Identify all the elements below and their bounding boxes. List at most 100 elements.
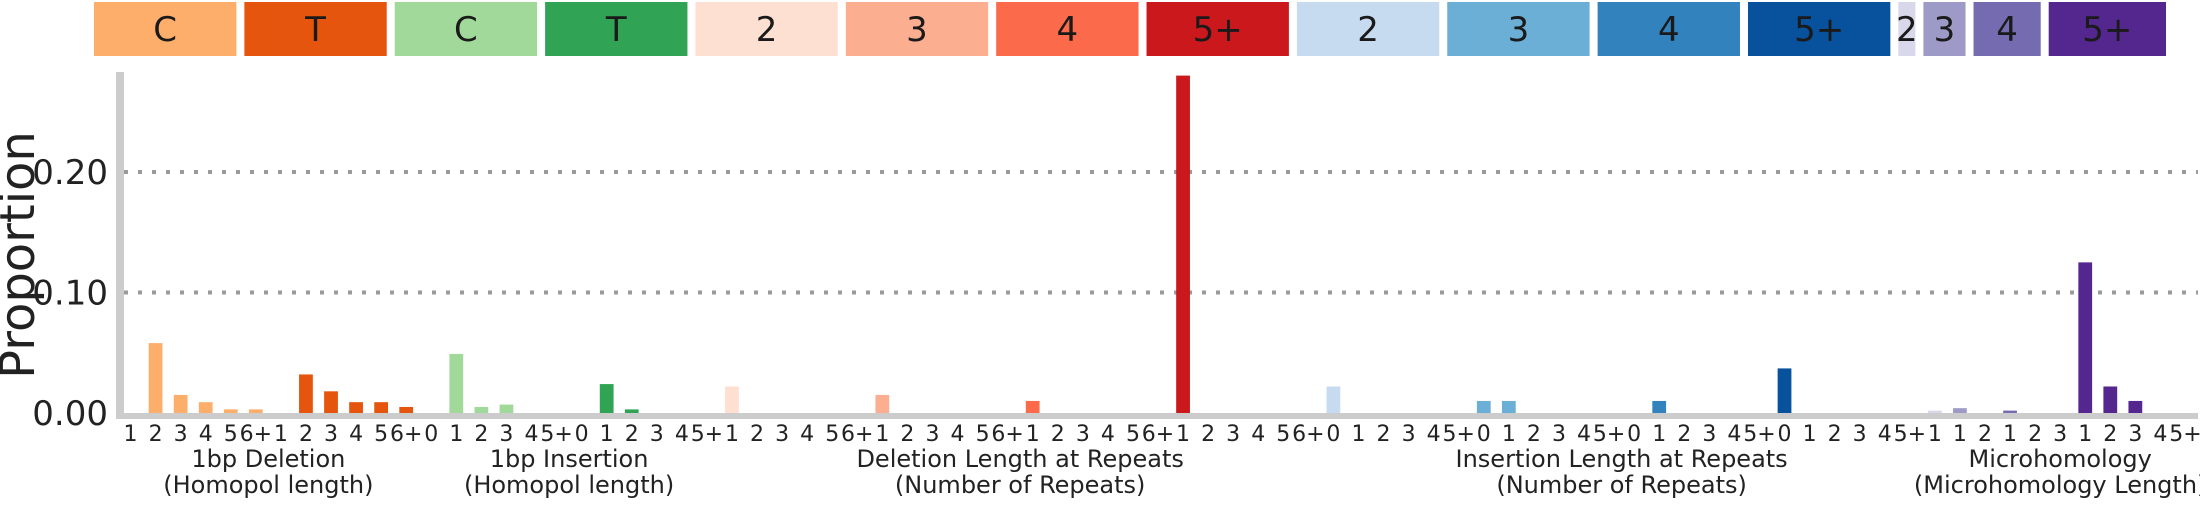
- bar-0-0-6+: [248, 409, 263, 413]
- header-block-4: [695, 2, 838, 56]
- x-tick-label: 2: [1978, 422, 1992, 447]
- x-tick-label: 3: [1853, 422, 1867, 447]
- x-tick-label: 5+: [2169, 422, 2200, 447]
- bar-0-1-5: [374, 402, 389, 413]
- bar-2-3-1: [1176, 75, 1190, 413]
- x-tick-label: 1: [875, 422, 889, 447]
- x-tick-label: 4: [349, 422, 363, 447]
- header-block-13: [1923, 2, 1966, 56]
- bar-0-0-3: [173, 394, 188, 413]
- header-block-label: 4: [1658, 10, 1680, 50]
- x-tick-label: 4: [675, 422, 689, 447]
- header-block-label: 5+: [1193, 10, 1243, 50]
- x-tick-label: 3: [499, 422, 513, 447]
- header-block-label: 3: [1934, 10, 1956, 50]
- header-block-12: [1898, 2, 1916, 56]
- bar-0-0-2: [148, 343, 163, 413]
- bar-0-1-6+: [399, 406, 414, 413]
- x-tick-label: 0: [1477, 422, 1491, 447]
- x-tick-label: 0: [575, 422, 589, 447]
- x-tick-label: 6+: [1292, 422, 1324, 447]
- bar-3-0-0: [1326, 386, 1341, 413]
- bar-4-1-1: [1953, 408, 1967, 413]
- x-tick-label: 3: [2128, 422, 2142, 447]
- x-tick-label: 4: [1577, 422, 1591, 447]
- header-block-6: [996, 2, 1139, 56]
- bar-0-1-4: [349, 402, 363, 413]
- x-tick-label: 1: [1652, 422, 1666, 447]
- x-tick-label: 1: [449, 422, 463, 447]
- bar-3-1-1: [1501, 400, 1516, 413]
- bar-4-3-3: [2128, 400, 2143, 413]
- x-tick-label: 1: [1351, 422, 1365, 447]
- header-block-11: [1747, 2, 1891, 56]
- x-tick-label: 2: [2103, 422, 2117, 447]
- x-tick-label: 1: [1502, 422, 1516, 447]
- x-tick-label: 2: [1527, 422, 1541, 447]
- header-block-9: [1447, 2, 1590, 56]
- bar-4-3-2: [2103, 386, 2118, 413]
- bar-2-0-1: [725, 386, 739, 413]
- x-tick-label: 4: [2153, 422, 2167, 447]
- x-tick-label: 2: [900, 422, 914, 447]
- header-block-label: C: [454, 10, 478, 50]
- x-tick-label: 4: [951, 422, 965, 447]
- x-tick-label: 1: [124, 422, 138, 447]
- x-tick-label: 3: [1402, 422, 1416, 447]
- header-block-15: [2048, 2, 2166, 56]
- x-tick-label: 1: [2003, 422, 2017, 447]
- group-label-line1: Insertion Length at Repeats: [1456, 445, 1788, 473]
- header-block-7: [1146, 2, 1289, 56]
- x-tick-label: 3: [1702, 422, 1716, 447]
- header-block-label: 5+: [1794, 10, 1844, 50]
- x-tick-label: 6+: [991, 422, 1023, 447]
- x-tick-label: 2: [1828, 422, 1842, 447]
- header-block-14: [1973, 2, 2041, 56]
- header-block-label: 3: [906, 10, 928, 50]
- bar-2-2-1: [1025, 400, 1040, 413]
- header-block-label: 4: [1057, 10, 1079, 50]
- x-tick-label: 1: [1803, 422, 1817, 447]
- x-tick-label: 2: [1201, 422, 1215, 447]
- x-tick-label: 3: [650, 422, 664, 447]
- bar-0-0-4: [198, 402, 213, 413]
- bar-1-0-3: [499, 404, 514, 413]
- x-tick-label: 0: [1627, 422, 1641, 447]
- x-tick-label: 4: [1251, 422, 1265, 447]
- bar-1-0-2: [474, 406, 489, 413]
- x-tick-label: 5+: [1443, 422, 1475, 447]
- x-tick-label: 5: [825, 422, 839, 447]
- x-tick-label: 1: [1026, 422, 1040, 447]
- x-tick-label: 4: [1727, 422, 1741, 447]
- group-label-line2: (Homopol length): [163, 471, 373, 499]
- x-tick-label: 1: [274, 422, 288, 447]
- x-tick-label: 3: [925, 422, 939, 447]
- x-tick-label: 1: [1176, 422, 1190, 447]
- y-tick-label: 0.00: [32, 394, 108, 434]
- y-tick-label: 0.10: [32, 274, 108, 314]
- bar-1-0-1: [449, 353, 464, 413]
- x-tick-label: 2: [2028, 422, 2042, 447]
- x-tick-label: 5: [374, 422, 388, 447]
- x-axis-baseline: [116, 413, 2198, 419]
- x-tick-label: 1: [600, 422, 614, 447]
- x-tick-label: 0: [1778, 422, 1792, 447]
- x-tick-label: 2: [474, 422, 488, 447]
- bar-1-1-1: [599, 384, 614, 413]
- x-tick-label: 3: [324, 422, 338, 447]
- x-tick-label: 5+: [691, 422, 723, 447]
- x-tick-label: 4: [1878, 422, 1892, 447]
- header-block-3: [545, 2, 688, 56]
- x-tick-label: 3: [2053, 422, 2067, 447]
- header-block-label: 2: [1896, 10, 1918, 50]
- x-tick-label: 5: [1276, 422, 1290, 447]
- bar-4-2-1: [2003, 410, 2017, 413]
- x-tick-label: 4: [199, 422, 213, 447]
- group-label-line1: 1bp Insertion: [490, 445, 649, 473]
- bar-3-3-0: [1777, 368, 1792, 413]
- x-tick-label: 2: [1377, 422, 1391, 447]
- header-block-label: 3: [1508, 10, 1530, 50]
- y-axis-label: Proportion: [0, 131, 46, 379]
